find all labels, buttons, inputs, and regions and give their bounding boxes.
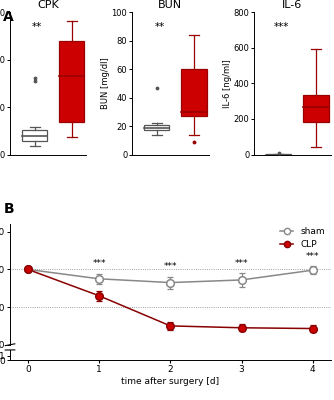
Bar [22,130,47,141]
Text: ***: *** [306,252,320,261]
Text: ***: *** [274,22,289,32]
Text: ***: *** [92,259,106,268]
Y-axis label: BUN [mg/dl]: BUN [mg/dl] [101,58,110,109]
Text: ***: *** [164,262,177,271]
Bar [304,96,329,122]
Title: CPK: CPK [37,0,59,10]
Bar [144,125,169,130]
Text: ***: *** [235,258,248,268]
Legend: sham, CLP: sham, CLP [279,226,326,250]
Text: **: ** [32,22,42,32]
Text: B: B [3,202,14,216]
Text: A: A [3,10,14,24]
Title: BUN: BUN [158,0,182,10]
Title: IL-6: IL-6 [282,0,303,10]
Text: **: ** [154,22,165,32]
Bar [181,69,206,116]
Y-axis label: IL-6 [ng/ml]: IL-6 [ng/ml] [223,59,232,108]
Bar [59,42,85,122]
X-axis label: time after surgery [d]: time after surgery [d] [121,377,219,386]
